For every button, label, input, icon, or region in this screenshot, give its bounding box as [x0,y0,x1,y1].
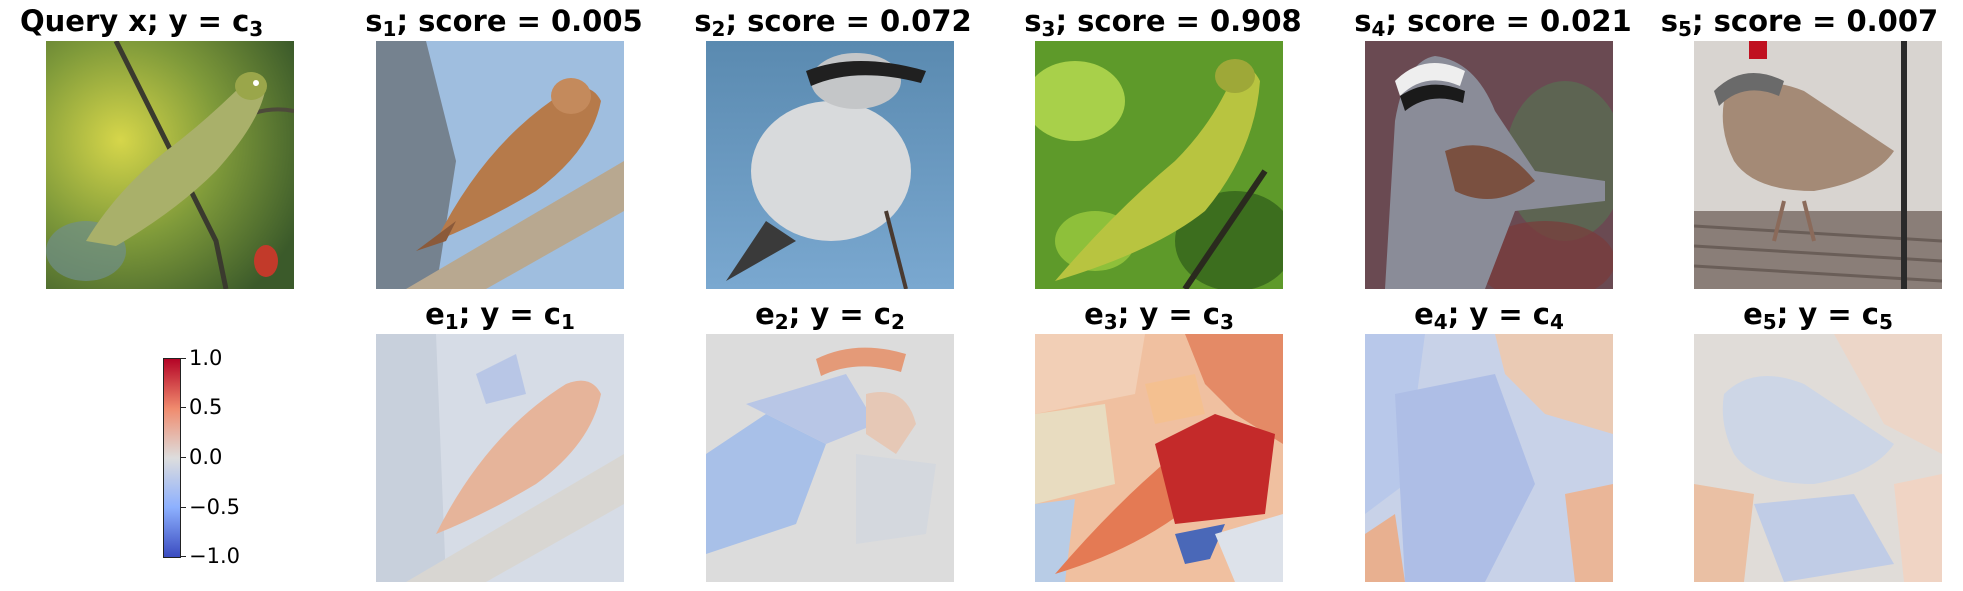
colorbar-tick-label: 0.0 [189,445,223,469]
sample-4-bird-image [1365,41,1613,289]
explanation-1-heatmap [376,334,624,582]
sample-2-title: s2; score = 0.072 [694,4,972,41]
sample-3-title: s3; score = 0.908 [1024,4,1302,41]
sample-2-bird-image [706,41,954,289]
query-title: Query x; y = c3 [20,4,264,41]
colorbar-tick [180,457,186,458]
colorbar [163,358,181,558]
explanation-3-heatmap [1035,334,1283,582]
sample-3-bird-image [1035,41,1283,289]
explanation-3-title: e3; y = c3 [1084,297,1234,334]
sample-5-title: s5; score = 0.007 [1660,4,1939,41]
colorbar-tick-label: 1.0 [189,346,223,370]
explanation-2-title: e2; y = c2 [755,297,905,334]
colorbar-tick-label: 0.5 [189,395,223,419]
colorbar-tick [180,556,186,557]
colorbar-tick-label: −1.0 [189,544,240,568]
colorbar-tick [180,358,186,359]
colorbar-tick-label: −0.5 [189,495,240,519]
colorbar-tick [180,507,186,508]
colorbar-tick [180,407,186,408]
explanation-2-heatmap [706,334,954,582]
explanation-1-title: e1; y = c1 [425,297,575,334]
explanation-5-title: e5; y = c5 [1743,297,1893,334]
sample-4-title: s4; score = 0.021 [1354,4,1632,41]
explanation-5-heatmap [1694,334,1942,582]
query-bird-image [46,41,294,289]
sample-1-bird-image [376,41,624,289]
explanation-4-title: e4; y = c4 [1414,297,1564,334]
sample-1-title: s1; score = 0.005 [365,4,643,41]
explanation-4-heatmap [1365,334,1613,582]
sample-5-bird-image [1694,41,1942,289]
